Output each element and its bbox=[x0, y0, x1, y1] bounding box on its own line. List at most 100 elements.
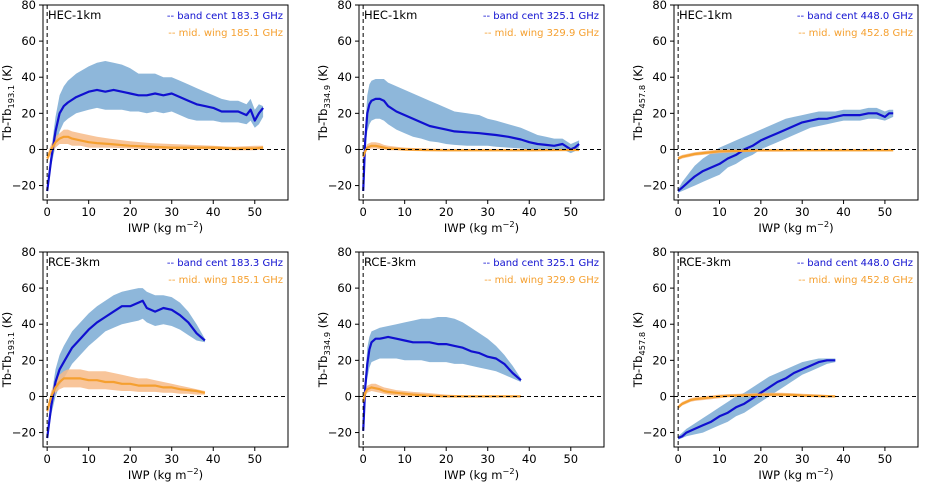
chart-panel: 0 10 20 30 40 50 −20 0 20 40 60 80 IWP (kg m−2) Tb-Tb… bbox=[0, 0, 289, 235]
x-tick-label: 50 bbox=[563, 205, 578, 219]
axes-frame bbox=[42, 4, 289, 201]
plot-area bbox=[362, 317, 522, 433]
chart-panel: 0 10 20 30 40 50 −20 0 20 40 60 80 IWP (kg m−2) Tb-Tb… bbox=[631, 245, 919, 482]
x-tick-label: 30 bbox=[164, 205, 179, 219]
x-tick-label: 10 bbox=[712, 205, 727, 219]
y-axis-label: Tb-Tb193.1 (K) bbox=[0, 312, 16, 389]
x-tick-label: 10 bbox=[81, 452, 96, 466]
y-tick-label: −20 bbox=[12, 179, 36, 193]
y-tick-label: 20 bbox=[21, 353, 36, 367]
x-tick-label: 30 bbox=[164, 452, 179, 466]
panel-title: RCE-3km bbox=[48, 255, 100, 269]
x-tick-label: 40 bbox=[836, 205, 851, 219]
mid-wing-spread bbox=[363, 383, 521, 404]
x-tick-label: 0 bbox=[43, 205, 50, 219]
x-tick-label: 0 bbox=[674, 205, 681, 219]
y-tick-label: 0 bbox=[345, 389, 352, 403]
x-tick-label: 40 bbox=[522, 205, 537, 219]
x-tick-label: 0 bbox=[359, 205, 366, 219]
x-tick-label: 40 bbox=[836, 452, 851, 466]
band-cent-line bbox=[46, 299, 206, 439]
x-tick-label: 50 bbox=[878, 205, 893, 219]
panel-title: HEC-1km bbox=[679, 8, 732, 22]
band-cent-line bbox=[677, 112, 894, 192]
x-axis-label: IWP (kg m−2) bbox=[444, 466, 519, 482]
axes-frame bbox=[673, 251, 919, 448]
x-tick-label: 40 bbox=[206, 452, 221, 466]
x-tick-label: 0 bbox=[674, 452, 681, 466]
x-tick-label: 20 bbox=[439, 205, 454, 219]
band-cent-spread bbox=[47, 288, 205, 440]
mid-wing-line bbox=[362, 144, 580, 158]
panels: 0 10 20 30 40 50 −20 0 20 40 60 80 IWP (kg m−2) Tb-Tb… bbox=[0, 0, 919, 482]
panel-title: HEC-1km bbox=[48, 8, 101, 22]
x-tick-label: 30 bbox=[795, 205, 810, 219]
chart-panel: 0 10 20 30 40 50 −20 0 20 40 60 80 IWP (kg m−2) Tb-Tb… bbox=[0, 245, 289, 482]
band-cent-line bbox=[362, 97, 580, 192]
x-tick-label: 40 bbox=[522, 452, 537, 466]
x-tick-label: 20 bbox=[754, 205, 769, 219]
x-tick-label: 0 bbox=[359, 452, 366, 466]
plot-area bbox=[46, 288, 206, 440]
x-tick-label: 20 bbox=[439, 452, 454, 466]
y-tick-label: 20 bbox=[652, 106, 667, 120]
panel-title: RCE-3km bbox=[364, 255, 416, 269]
axes-frame bbox=[358, 4, 605, 201]
x-tick-label: 10 bbox=[81, 205, 96, 219]
axes-frame bbox=[358, 251, 605, 448]
x-tick-label: 50 bbox=[247, 452, 262, 466]
y-tick-label: 40 bbox=[652, 70, 667, 84]
x-tick-label: 0 bbox=[43, 452, 50, 466]
x-axis-label: IWP (kg m−2) bbox=[444, 219, 519, 235]
y-tick-label: 20 bbox=[337, 106, 352, 120]
x-tick-label: 30 bbox=[480, 205, 495, 219]
y-tick-label: 60 bbox=[652, 34, 667, 48]
y-tick-label: 40 bbox=[652, 317, 667, 331]
legend-band-cent: -- band cent 448.0 GHz bbox=[797, 11, 913, 22]
band-cent-spread bbox=[363, 317, 521, 433]
y-tick-label: 0 bbox=[660, 142, 667, 156]
y-tick-label: 20 bbox=[652, 353, 667, 367]
y-tick-label: 60 bbox=[652, 281, 667, 295]
legend-mid-wing: -- mid. wing 329.9 GHz bbox=[484, 28, 599, 39]
legend-band-cent: -- band cent 325.1 GHz bbox=[483, 258, 599, 269]
mid-wing-line bbox=[46, 377, 206, 412]
y-axis-label: Tb-Tb457.8 (K) bbox=[631, 312, 647, 389]
x-tick-label: 20 bbox=[123, 452, 138, 466]
mid-wing-line bbox=[677, 149, 894, 160]
legend-mid-wing: -- mid. wing 185.1 GHz bbox=[168, 275, 283, 286]
x-axis-label: IWP (kg m−2) bbox=[128, 466, 203, 482]
x-tick-label: 30 bbox=[480, 452, 495, 466]
mid-wing-line bbox=[362, 386, 521, 403]
y-tick-label: −20 bbox=[643, 426, 667, 440]
y-tick-label: −20 bbox=[643, 179, 667, 193]
band-cent-line bbox=[46, 88, 264, 192]
y-axis-label: Tb-Tb334.9 (K) bbox=[316, 65, 332, 142]
x-axis-label: IWP (kg m−2) bbox=[758, 219, 833, 235]
band-cent-line bbox=[362, 335, 522, 431]
x-tick-label: 10 bbox=[397, 452, 412, 466]
plot-area bbox=[677, 107, 894, 193]
band-cent-line bbox=[677, 359, 836, 440]
band-cent-spread bbox=[363, 79, 580, 193]
panel-title: RCE-3km bbox=[679, 255, 731, 269]
x-tick-label: 50 bbox=[878, 452, 893, 466]
y-tick-label: 40 bbox=[21, 317, 36, 331]
axes-frame bbox=[42, 251, 289, 448]
y-tick-label: 80 bbox=[21, 245, 36, 259]
y-tick-label: 60 bbox=[337, 34, 352, 48]
legend-band-cent: -- band cent 183.3 GHz bbox=[167, 11, 283, 22]
y-tick-label: 80 bbox=[652, 245, 667, 259]
y-tick-label: 0 bbox=[29, 142, 36, 156]
legend-mid-wing: -- mid. wing 329.9 GHz bbox=[484, 275, 599, 286]
y-tick-label: 20 bbox=[21, 106, 36, 120]
legend-band-cent: -- band cent 183.3 GHz bbox=[167, 258, 283, 269]
x-tick-label: 20 bbox=[754, 452, 769, 466]
y-tick-label: 40 bbox=[337, 317, 352, 331]
y-tick-label: 40 bbox=[21, 70, 36, 84]
y-tick-label: 80 bbox=[652, 0, 667, 12]
x-axis-label: IWP (kg m−2) bbox=[758, 466, 833, 482]
x-tick-label: 10 bbox=[397, 205, 412, 219]
y-axis-label: Tb-Tb193.1 (K) bbox=[0, 65, 16, 142]
